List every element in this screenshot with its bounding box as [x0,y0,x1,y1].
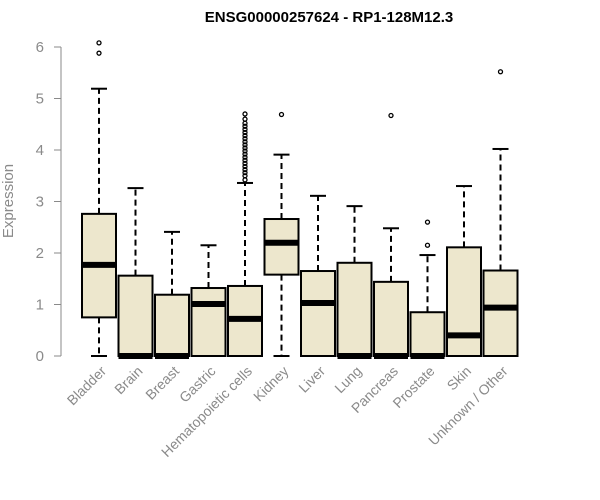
box-series [81,40,519,359]
outlier-point [242,170,248,176]
outlier-point [278,111,285,118]
outlier-point [242,120,248,126]
box-iqr [154,293,190,357]
outlier-point [96,40,102,46]
outlier-point [242,163,248,170]
y-axis: 0 1 2 3 4 5 6 [36,39,62,365]
box-iqr [190,287,227,357]
outlier-point [424,219,431,225]
box-iqr [336,261,373,357]
y-tick-label: 6 [36,39,44,56]
outlier-point [242,151,248,157]
outlier-point [242,177,248,183]
x-tick-label: Skin [444,363,475,394]
box-prostate [409,219,446,359]
x-tick-label: Liver [295,363,328,396]
box-iqr [263,218,300,276]
box-brain [117,187,154,359]
box-iqr [409,311,446,358]
outlier-point [242,139,248,145]
outlier-point [96,50,102,56]
outlier-point [242,123,248,129]
box-lung [336,205,373,359]
box-breast [154,230,190,359]
box-iqr [117,274,154,357]
box-iqr [482,269,519,358]
outlier-point [242,157,248,163]
box-iqr [373,280,409,357]
outlier-point [242,116,248,122]
outlier-point [242,148,248,154]
outlier-point [242,111,248,117]
box-liver [300,194,336,357]
outlier-point [242,132,248,139]
box-iqr [446,246,482,358]
box-bladder [81,40,117,357]
outlier-point [242,160,248,167]
box-gastric [190,244,227,357]
x-tick-label: Brain [111,363,145,397]
box-kidney [263,111,300,357]
y-tick-label: 1 [36,297,44,314]
y-axis-label: Expression [0,164,17,238]
box-skin [446,185,482,358]
outlier-point [242,145,248,151]
x-tick-label: Bladder [64,363,110,409]
y-tick-label: 3 [36,194,44,211]
x-tick-label: Kidney [250,363,292,405]
outlier-point [424,242,431,248]
y-tick-label: 5 [36,91,44,108]
outlier-point [497,69,504,75]
outlier-point [242,166,248,173]
y-tick-label: 4 [36,142,44,159]
y-tick-label: 0 [36,348,44,365]
box-iqr [300,270,336,357]
chart-title: ENSG00000257624 - RP1-128M12.3 [205,9,454,26]
outlier-point [388,112,394,119]
outlier-point [242,126,248,133]
x-tick-label: Breast [142,363,182,403]
outlier-point [242,154,248,160]
box-pancreas [373,112,409,359]
outlier-point [242,173,248,179]
box-hematopoietic-cells [227,111,263,357]
outlier-point [242,142,248,148]
y-tick-label: 2 [36,245,44,262]
x-tick-label: Lung [331,363,364,396]
box-unknown-other [482,69,519,358]
outlier-point [242,129,248,136]
outlier-point [242,136,248,142]
